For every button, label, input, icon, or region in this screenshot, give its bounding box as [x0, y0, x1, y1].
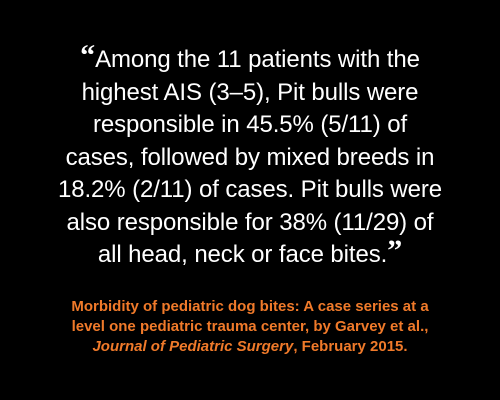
quote-line: responsible in 45.5% (5/11) of [92, 111, 408, 138]
citation-line: level one pediatric trauma center, by Ga… [71, 318, 429, 335]
pull-quote: “Among the 11 patients with the highest … [18, 41, 482, 272]
close-quote-mark: ” [387, 234, 403, 267]
quote-line-text: all head, neck or face bites. [97, 241, 388, 268]
source-citation: Morbidity of pediatric dog bites: A case… [10, 297, 490, 357]
journal-name: Journal of Pediatric Surgery [92, 338, 294, 355]
citation-line: Journal of Pediatric Surgery, February 2… [10, 337, 490, 357]
open-quote-mark: “ [80, 39, 96, 72]
publication-date: , February 2015. [293, 338, 408, 355]
quote-line: “Among the 11 patients with the [18, 41, 482, 77]
quote-line: highest AIS (3–5), Pit bulls were [81, 78, 419, 106]
quote-line-text: Among the 11 patients with the [95, 46, 420, 73]
quote-line: all head, neck or face bites.” [18, 236, 482, 272]
quote-line: 18.2% (2/11) of cases. Pit bulls were [57, 176, 443, 203]
quote-line: also responsible for 38% (11/29) of [66, 208, 434, 236]
quote-line: cases, followed by mixed breeds in [65, 143, 435, 171]
citation-line: Morbidity of pediatric dog bites: A case… [71, 298, 429, 315]
